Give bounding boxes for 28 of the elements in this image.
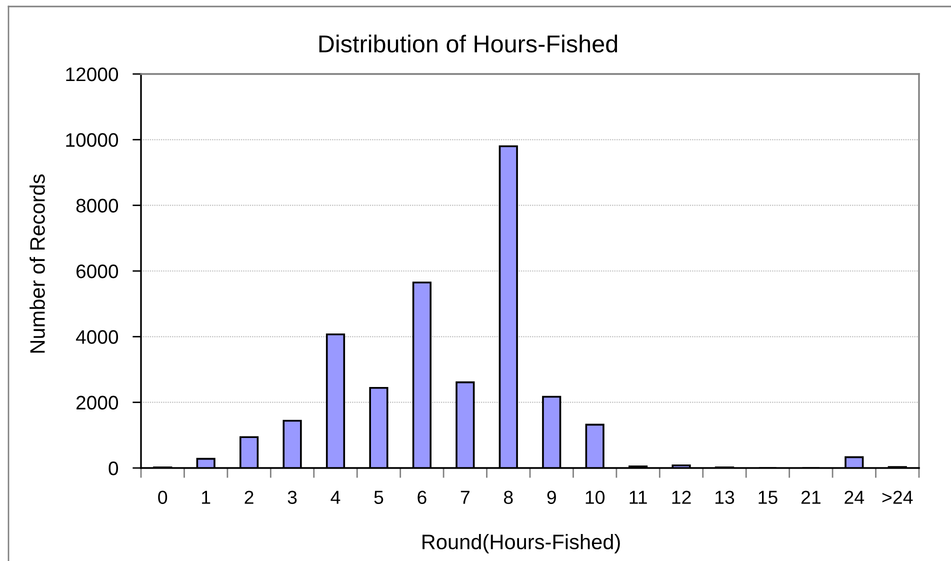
x-tick-label: 13 (716, 490, 734, 504)
x-tick-label: 15 (758, 490, 778, 504)
x-tick-label: 21 (801, 490, 820, 504)
y-tick-label: 6000 (76, 264, 118, 278)
chart-title: Distribution of Hours-Fished (319, 34, 618, 53)
y-tick-label: 8000 (76, 198, 118, 213)
y-tick-label: 10000 (66, 133, 118, 147)
x-tick-label: 10 (586, 490, 605, 504)
x-tick-label: 3 (288, 490, 297, 504)
x-tick-label: 4 (330, 490, 340, 504)
x-tick-label: >24 (882, 490, 913, 504)
x-tick-label: 11 (630, 490, 647, 504)
x-tick-label: 6 (418, 490, 426, 504)
x-tick-label: 0 (158, 490, 168, 504)
x-tick-label: 2 (244, 490, 254, 504)
x-tick-label: 7 (460, 490, 470, 504)
y-tick-label: 0 (108, 461, 118, 476)
y-tick-label: 12000 (66, 67, 118, 82)
y-tick-label: 4000 (76, 330, 118, 344)
y-tick-label: 2000 (76, 396, 118, 410)
x-tick-label: 1 (202, 490, 210, 504)
x-tick-label: 5 (374, 490, 384, 504)
x-tick-label: 9 (547, 490, 556, 504)
x-axis-title: Round(Hours-Fished) (422, 534, 620, 554)
x-tick-label: 12 (672, 490, 691, 504)
y-axis-title: Number of Records (30, 174, 45, 353)
x-tick-label: 8 (504, 490, 513, 504)
x-tick-label: 24 (844, 490, 864, 504)
